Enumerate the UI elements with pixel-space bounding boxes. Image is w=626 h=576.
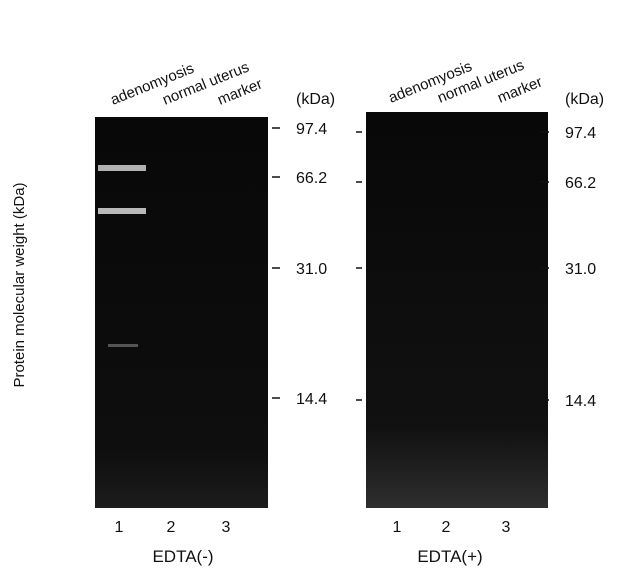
lane-number: 3 [222,519,231,536]
condition-label: EDTA(-) [152,547,213,566]
band [98,165,146,171]
marker-label: 31.0 [565,261,596,278]
marker-label: 14.4 [565,393,596,410]
unit-label: (kDa) [565,91,604,108]
lane-number: 2 [442,519,451,536]
condition-label: EDTA(+) [417,547,482,566]
lane-number: 1 [393,519,402,536]
marker-label: 66.2 [296,170,327,187]
band [98,208,146,214]
gel [366,112,548,508]
marker-label: 14.4 [296,391,327,408]
y-axis-label: Protein molecular weight (kDa) [11,182,28,387]
band [108,344,138,347]
figure: Protein molecular weight (kDa) adenomyos… [0,0,626,576]
gel [95,117,268,508]
unit-label: (kDa) [296,91,335,108]
lane-number: 1 [115,519,124,536]
marker-label: 66.2 [565,175,596,192]
lane-number: 2 [167,519,176,536]
marker-label: 31.0 [296,261,327,278]
marker-label: 97.4 [296,121,327,138]
lane-number: 3 [502,519,511,536]
marker-label: 97.4 [565,125,596,142]
